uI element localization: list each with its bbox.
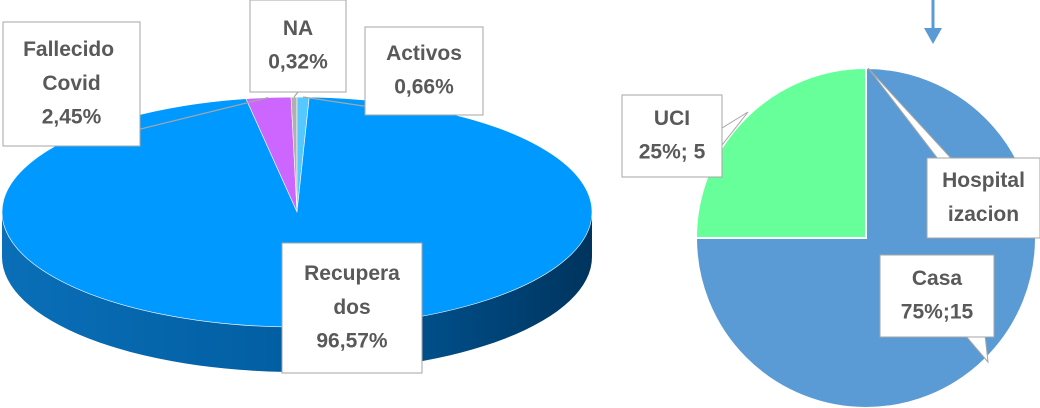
category-label: Fallecido Covid bbox=[23, 38, 120, 95]
label-box bbox=[926, 157, 1040, 239]
label-box bbox=[249, 0, 347, 93]
label-line: Activos bbox=[386, 42, 462, 65]
label-line: NA bbox=[283, 17, 313, 40]
label-line: Hospital bbox=[942, 169, 1025, 192]
value-label: 75%;15 bbox=[901, 301, 974, 324]
label-line: UCI bbox=[654, 107, 690, 130]
label-line: Recupera bbox=[304, 262, 400, 285]
value-label: 2,45% bbox=[42, 106, 102, 129]
leader-line bbox=[293, 91, 299, 98]
category-label: Hospital izacion bbox=[942, 169, 1025, 226]
arrow-head bbox=[924, 28, 942, 44]
label-box bbox=[364, 26, 484, 116]
value-label: 0,66% bbox=[394, 76, 454, 99]
label-box bbox=[621, 94, 723, 178]
pie-slice bbox=[694, 66, 867, 239]
category-label: UCI bbox=[654, 107, 690, 130]
label-box bbox=[879, 254, 995, 338]
category-label: Activos bbox=[386, 42, 462, 65]
label-line: izacion bbox=[948, 203, 1019, 226]
category-label: Recupera dos bbox=[304, 262, 400, 319]
category-label: NA bbox=[283, 17, 313, 40]
value-label: 96,57% bbox=[316, 330, 388, 353]
value-label: 0,32% bbox=[268, 51, 328, 74]
value-label: 25%; 5 bbox=[639, 141, 706, 164]
label-line: Casa bbox=[912, 267, 963, 290]
label-box bbox=[2, 21, 141, 147]
label-line: dos bbox=[333, 296, 370, 319]
label-box bbox=[281, 242, 423, 374]
label-line: Covid bbox=[42, 72, 100, 95]
label-line: Fallecido bbox=[23, 38, 120, 61]
pie-side bbox=[2, 212, 592, 372]
category-label: Casa bbox=[912, 267, 963, 290]
